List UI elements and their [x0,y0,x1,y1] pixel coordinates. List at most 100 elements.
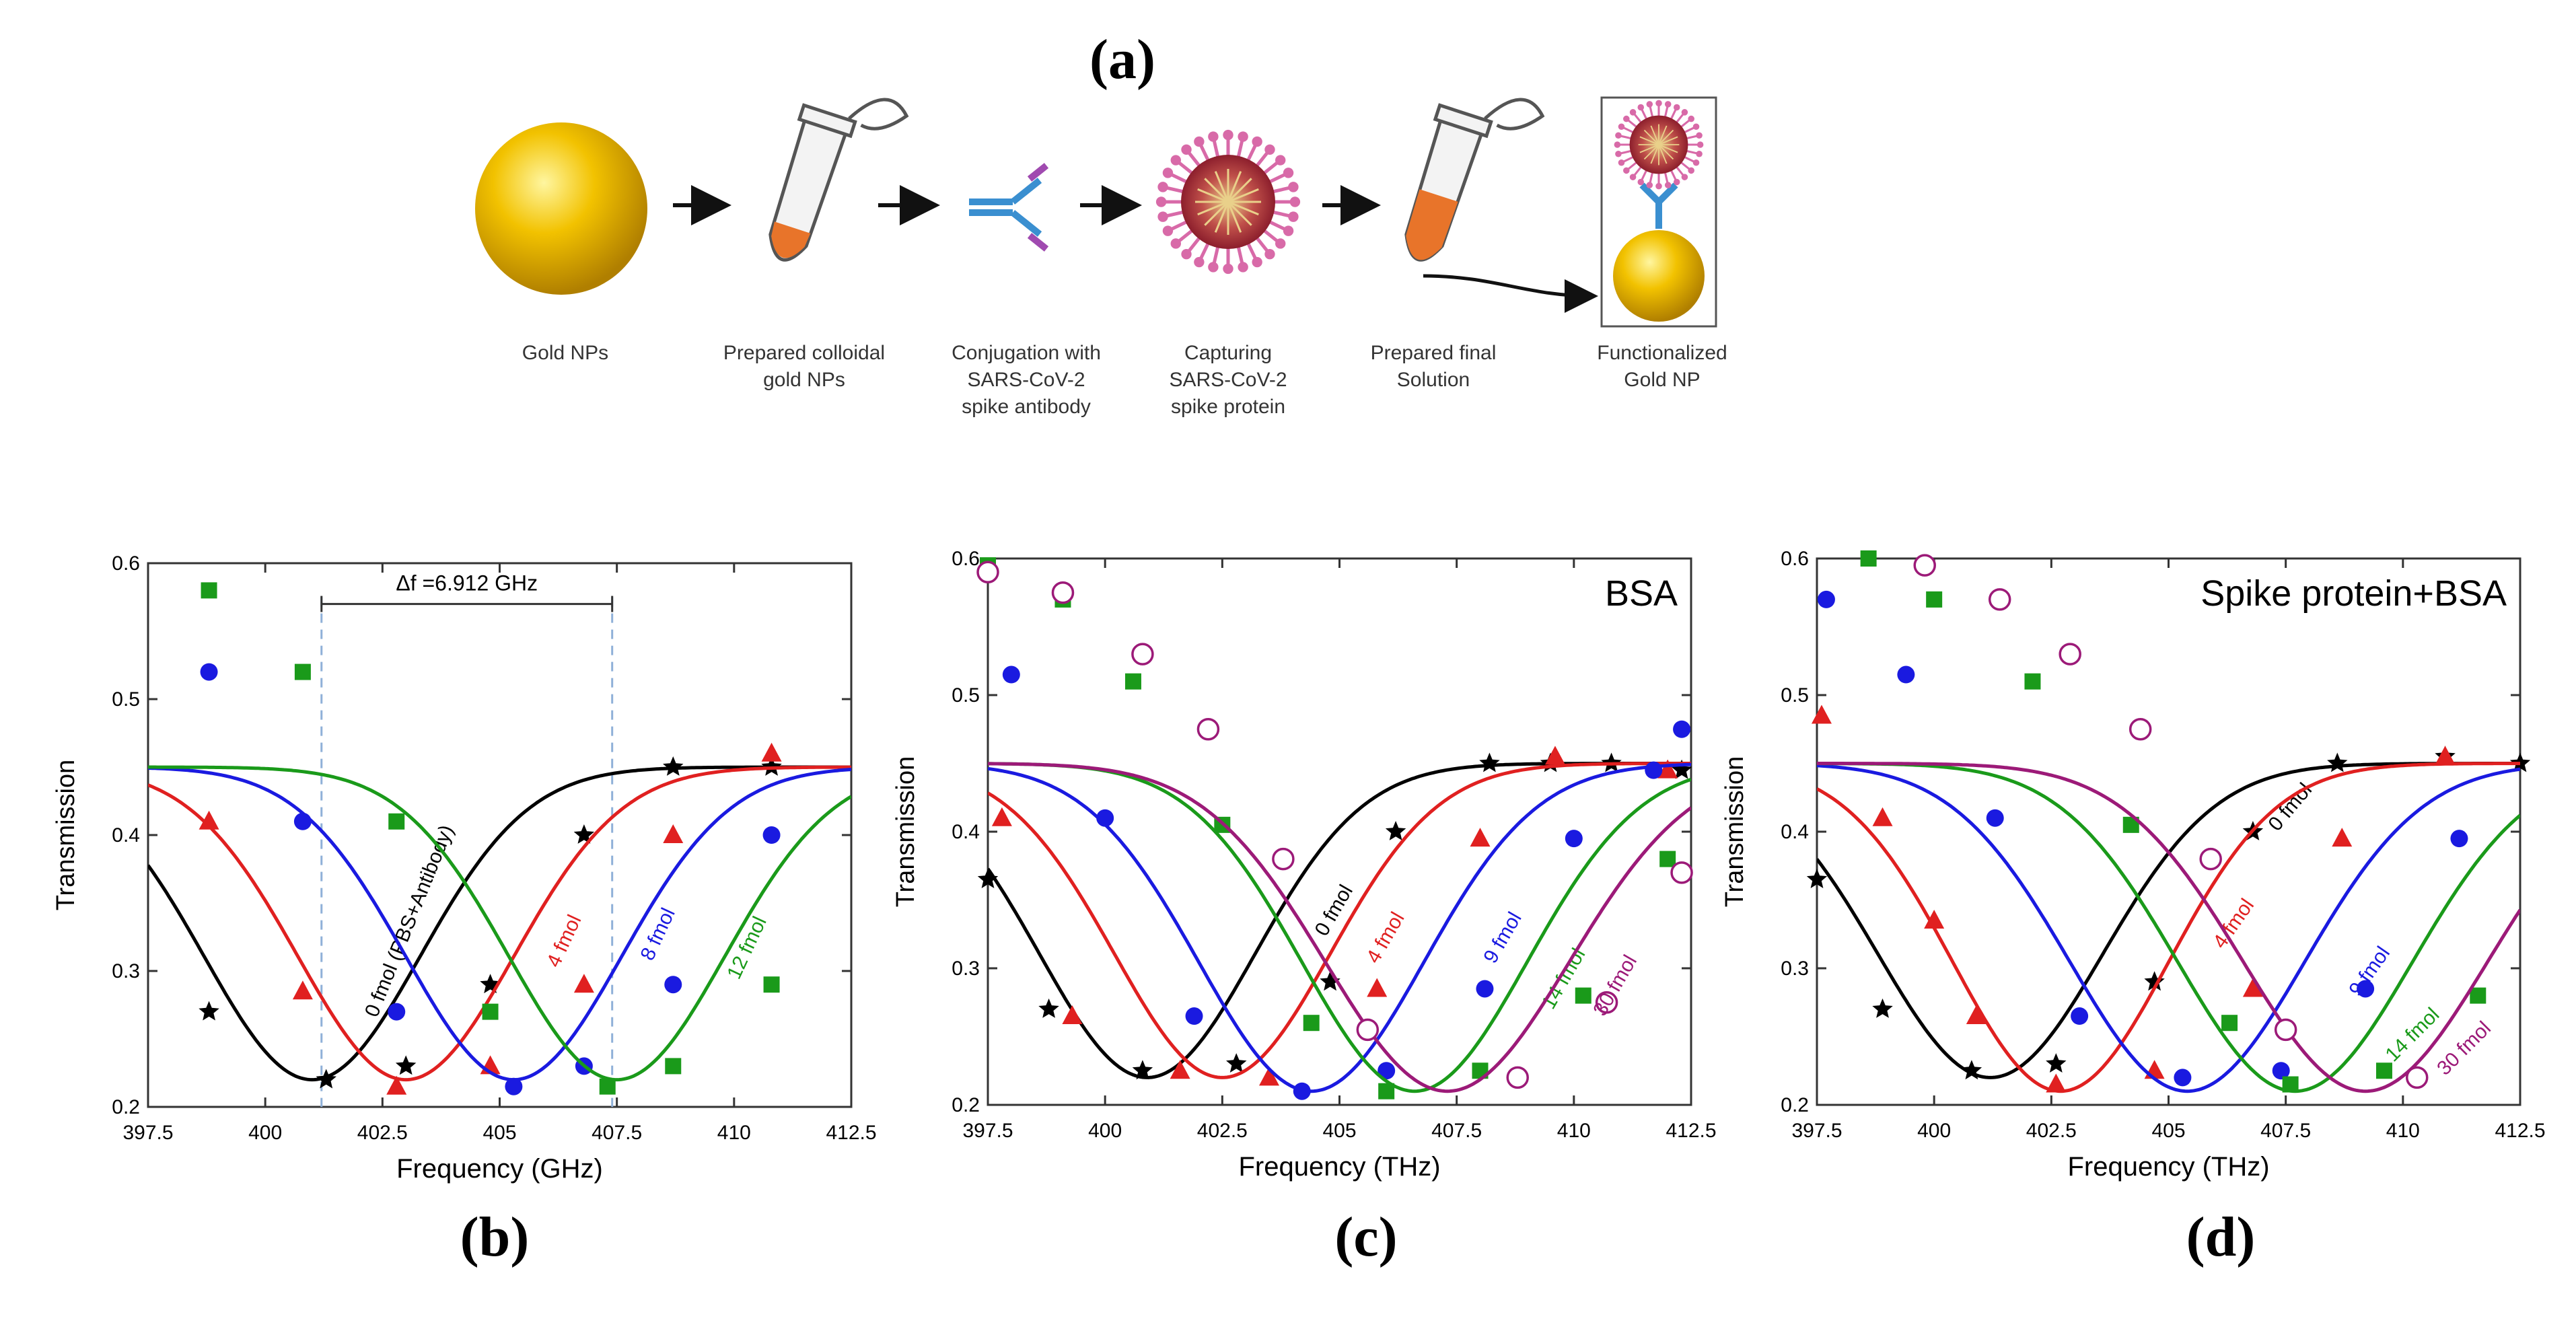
data-point [199,810,219,830]
panel-label-c: (c) [1334,1206,1398,1268]
y-tick-label: 0.5 [952,684,980,707]
virus-spike [1177,161,1194,176]
y-tick-label: 0.4 [1781,821,1809,843]
chart-b-group: 397.5 400 402.5 405 407.5 410 412.5 0.2 0.3 0.4 0.… [52,552,877,1184]
virus-spike [1685,149,1698,155]
data-point [395,1055,417,1075]
data-point [1062,1005,1083,1025]
data-point [482,1003,499,1020]
data-point [1470,828,1491,847]
data-point [1924,909,1945,929]
virus-spike-head [1696,141,1704,148]
data-point [2144,971,2165,991]
virus-core-line [1639,144,1659,153]
data-point [1657,759,1678,779]
data-point [664,976,682,994]
x-tick-label: 412.5 [2495,1120,2545,1142]
virus-spike-head [1696,132,1703,139]
x-tick-label: 407.5 [592,1122,642,1144]
virus-spike [1254,151,1269,168]
virus-spike [1212,245,1220,264]
virus-spike [1620,135,1633,140]
virus-spike [1680,161,1690,170]
virus-spike-head [1637,178,1645,186]
x-tick-label: 400 [248,1122,282,1144]
data-point [2332,828,2353,847]
virus-spike [1262,161,1279,176]
data-point [1096,809,1114,827]
chart-title: BSA [1605,573,1678,614]
virus-spike [1254,236,1269,253]
virus-spike-head [1283,225,1294,236]
antibody-icon [969,163,1049,252]
data-point [2435,746,2456,765]
data-point [1051,581,1075,604]
data-point [1986,809,2004,827]
virus-spike [1685,135,1698,140]
data-point [1196,718,1220,741]
data-point [991,807,1012,826]
virus-spike-head [1623,167,1630,174]
y-tick-label: 0.2 [1781,1094,1809,1116]
virus-spike-head [1155,196,1167,207]
virus-core-line [1227,171,1242,203]
virus-spike-head [1664,101,1672,108]
virus-spike [1649,106,1654,118]
data-point [1671,759,1692,779]
virus-spike [1649,171,1654,184]
virus-spike-head [1629,109,1637,116]
virus-spike [1670,108,1677,120]
virus-core-line [1197,188,1229,203]
tube-icon [1404,98,1545,262]
data-point [2375,1062,2392,1079]
virus-spike-head [1275,238,1286,249]
series-line [148,765,851,1082]
series-line [148,766,851,1082]
panel-label-a: (a) [1089,28,1155,91]
step-caption-conjugation: Conjugation with SARS-CoV-2 spike antibo… [952,342,1101,418]
virus-spike-head [1655,182,1662,190]
virus-spike-head [1688,167,1694,174]
x-tick-label: 410 [1557,1120,1591,1142]
data-point [977,869,999,888]
chart-c-group: 397.5 400 402.5 405 407.5 410 412.5 0.2 0.3 0.4 0.… [892,548,1717,1182]
virus-spike-head [1681,109,1688,116]
virus-icon [1155,129,1301,275]
data-point [1544,746,1565,765]
data-point [1356,1018,1380,1042]
y-tick-label: 0.6 [952,548,980,570]
virus-spike [1267,219,1287,231]
data-point [1378,1062,1396,1080]
workflow-diagram [475,96,1717,328]
data-point [1506,1066,1529,1089]
virus-core-line [1227,178,1252,203]
data-point [316,1069,336,1089]
virus-spike [1683,155,1695,163]
y-tick-label: 0.4 [952,821,980,843]
x-tick-label: 405 [2151,1120,2185,1142]
data-point [1320,971,1340,991]
series-label: 0 fmol [1311,881,1357,939]
series-group [988,762,1691,1079]
virus-spike [1246,241,1258,260]
virus-spike-head [1223,129,1233,141]
series-line [988,762,1691,1093]
virus-spike-head [1275,155,1286,166]
data-point [1303,1015,1320,1032]
virus-core-line [1658,144,1678,153]
series-group [988,762,1691,1093]
x-tick-label: 402.5 [357,1122,408,1144]
virus-core-line [1658,129,1674,145]
data-point [292,980,313,1000]
data-point [1038,998,1059,1018]
data-point [2450,830,2468,848]
data-point [2282,1076,2299,1093]
virus-core-line [1214,201,1229,233]
data-point [2046,1053,2067,1073]
virus-spike-head [1615,132,1622,139]
virus-spike [1170,172,1189,184]
series-label: 9 fmol [1479,908,1526,967]
data-point [1378,1083,1395,1099]
y-tick-label: 0.3 [1781,958,1809,980]
data-point [2071,1007,2089,1025]
